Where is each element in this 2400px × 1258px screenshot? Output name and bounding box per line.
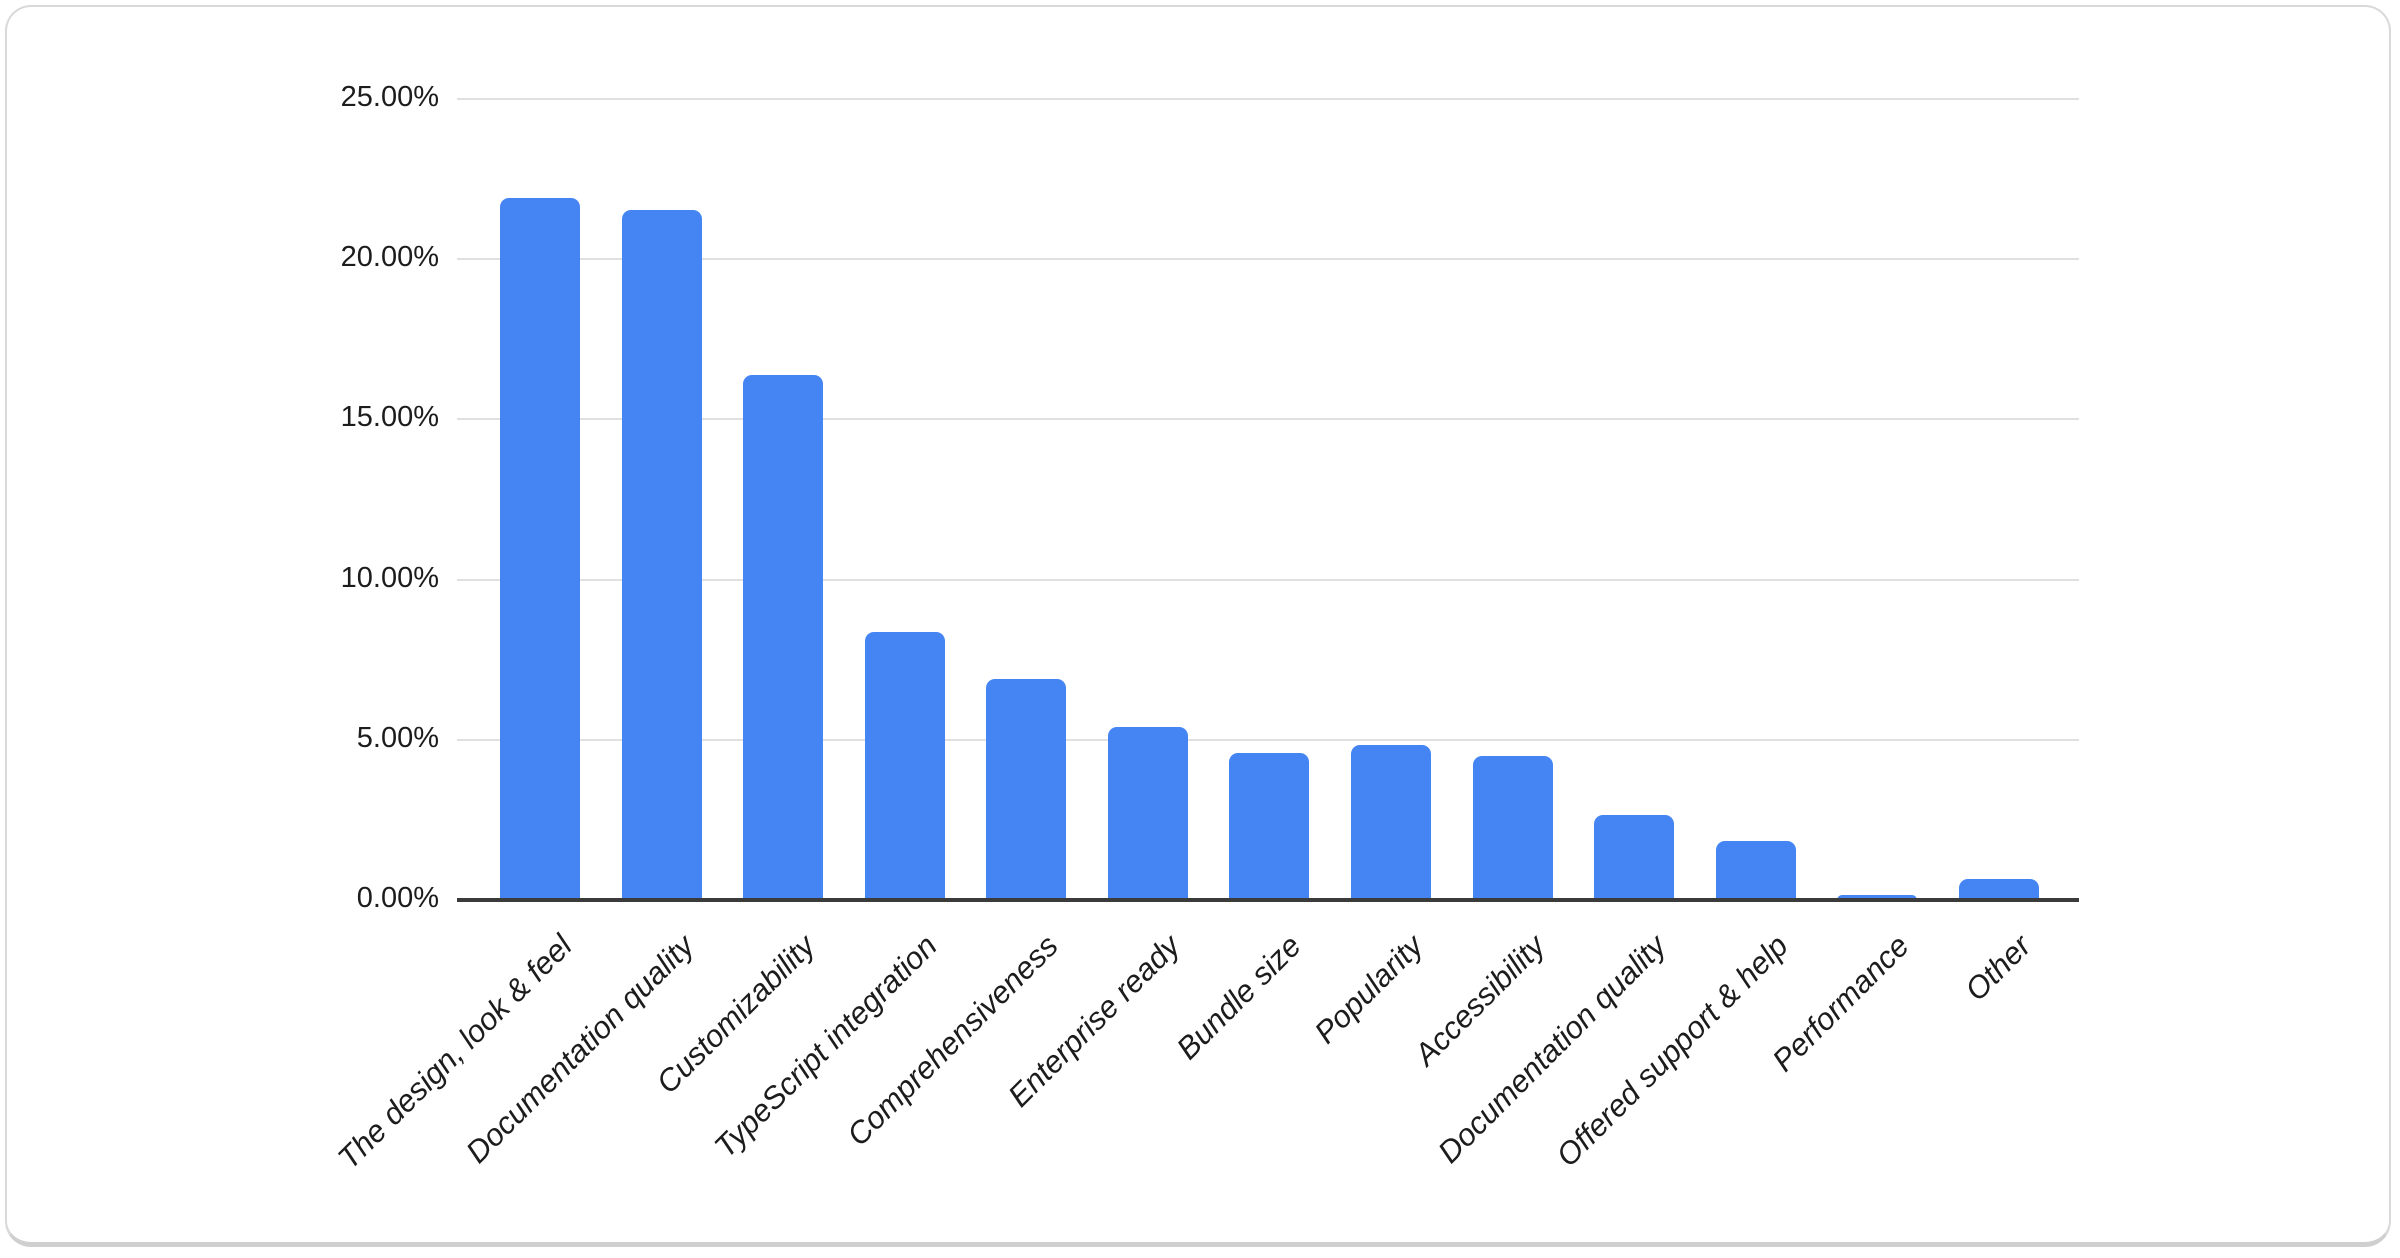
gridline	[457, 258, 2079, 261]
bar	[1715, 840, 1796, 900]
gridline	[457, 418, 2079, 421]
bar	[1958, 879, 2039, 900]
bar	[1351, 744, 1432, 900]
bar	[1594, 815, 1675, 900]
y-tick-label: 15.00%	[340, 401, 439, 434]
bar	[986, 678, 1067, 900]
bar	[743, 374, 824, 900]
gridline	[457, 738, 2079, 741]
chart-card: 0.00% 5.00% 10.00% 15.00% 20.00% 25.00% The d…	[5, 5, 2391, 1247]
x-axis-labels: The design, look & feel Documentation qua…	[331, 928, 2079, 1248]
bar	[1229, 752, 1310, 900]
x-axis-line	[457, 898, 2079, 902]
y-tick-label: 0.00%	[356, 882, 439, 915]
gridline	[457, 98, 2079, 100]
bar	[500, 198, 580, 900]
y-tick-label: 5.00%	[356, 721, 439, 754]
bar	[1107, 726, 1188, 900]
y-tick-label: 10.00%	[340, 561, 439, 594]
bar	[1837, 895, 1918, 900]
y-tick-label: 20.00%	[340, 241, 439, 274]
bar	[621, 209, 702, 900]
bar	[864, 632, 945, 900]
gridline	[457, 578, 2079, 581]
plot-area: 0.00% 5.00% 10.00% 15.00% 20.00% 25.00%	[341, 81, 2079, 914]
y-tick-label: 25.00%	[340, 81, 439, 114]
bar	[1472, 755, 1553, 900]
